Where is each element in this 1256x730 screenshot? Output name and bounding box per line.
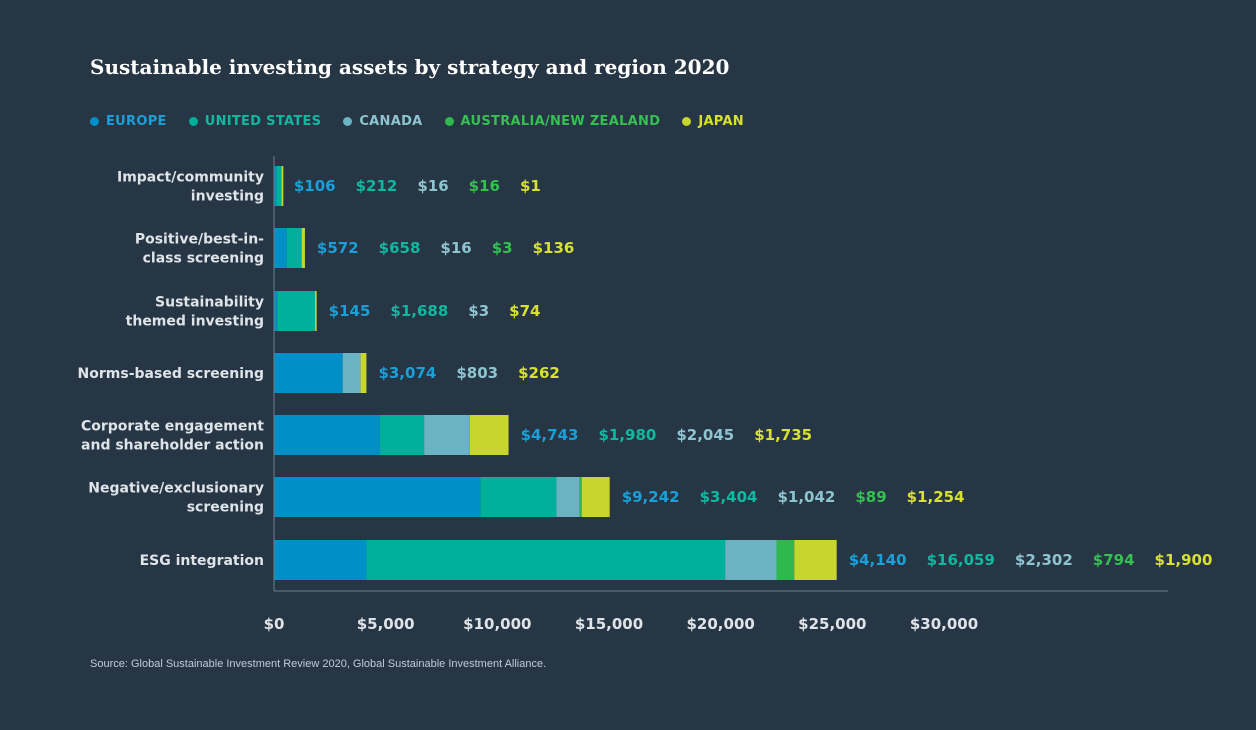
bar-segment-australia-new-zealand-5 [579, 477, 582, 517]
value-label-japan-1: $136 [533, 239, 575, 257]
x-tick-label-5: $25,000 [798, 615, 866, 633]
legend-dot-japan [682, 117, 692, 126]
legend-item-europe: EUROPE [90, 114, 167, 129]
legend-item-canada: CANADA [343, 114, 422, 129]
bar-segment-japan-5 [581, 477, 610, 517]
x-tick-label-1: $5,000 [357, 615, 415, 633]
bar-segment-japan-4 [469, 415, 509, 455]
bar-segment-japan-2 [315, 291, 317, 331]
legend-item-japan: JAPAN [682, 114, 744, 129]
value-label-canada-0: $16 [417, 177, 448, 195]
bar-segment-europe-2 [274, 291, 278, 331]
value-label-canada-2: $3 [468, 302, 489, 320]
value-label-japan-2: $74 [509, 302, 540, 320]
category-label-4: Corporate engagement and shareholder acti… [81, 419, 264, 454]
bar-segment-united-states-5 [480, 477, 557, 517]
legend-dot-canada [343, 117, 353, 126]
legend-item-united-states: UNITED STATES [188, 114, 322, 129]
category-label-5: Negative/exclusionary screening [88, 481, 264, 516]
legend-item-australia-new-zealand: AUSTRALIA/NEW ZEALAND [444, 114, 661, 129]
bar-segment-europe-4 [274, 415, 380, 455]
legend-label-australia-new-zealand: AUSTRALIA/NEW ZEALAND [460, 114, 661, 129]
legend-label-japan: JAPAN [698, 114, 744, 129]
category-label-2: Sustainability themed investing [126, 295, 264, 330]
x-tick-label-0: $0 [264, 615, 285, 633]
bar-segment-canada-3 [342, 353, 361, 393]
value-label-australia-new-zealand-1: $3 [492, 239, 513, 257]
bar-segment-canada-5 [556, 477, 580, 517]
value-label-united-states-6: $16,059 [927, 551, 995, 569]
legend-dot-united-states [188, 117, 198, 126]
value-label-europe-1: $572 [317, 239, 359, 257]
value-label-canada-4: $2,045 [676, 426, 734, 444]
bar-segment-europe-0 [274, 166, 277, 206]
bar-segment-europe-6 [274, 540, 367, 580]
value-label-europe-4: $4,743 [521, 426, 579, 444]
value-label-europe-6: $4,140 [849, 551, 907, 569]
bar-segment-united-states-2 [277, 291, 315, 331]
x-tick-label-6: $30,000 [910, 615, 978, 633]
value-label-united-states-2: $1,688 [390, 302, 448, 320]
value-label-united-states-5: $3,404 [700, 488, 758, 506]
value-label-canada-3: $803 [456, 364, 498, 382]
bar-segment-united-states-4 [379, 415, 425, 455]
value-label-australia-new-zealand-5: $89 [855, 488, 886, 506]
value-label-europe-5: $9,242 [622, 488, 680, 506]
x-tick-label-3: $15,000 [575, 615, 643, 633]
value-label-canada-5: $1,042 [777, 488, 835, 506]
x-tick-label-4: $20,000 [687, 615, 755, 633]
category-label-1: Positive/best-in-class screening [135, 232, 264, 267]
bar-segment-united-states-1 [286, 228, 302, 268]
value-label-japan-0: $1 [520, 177, 541, 195]
bar-segment-canada-4 [424, 415, 470, 455]
value-label-australia-new-zealand-0: $16 [469, 177, 500, 195]
legend-label-united-states: UNITED STATES [204, 114, 322, 129]
bar-segment-japan-1 [301, 228, 305, 268]
category-label-0: Impact/community investing [117, 170, 264, 205]
category-label-6: ESG integration [140, 553, 264, 569]
category-label-3: Norms-based screening [78, 366, 264, 382]
bar-segment-united-states-6 [366, 540, 726, 580]
value-label-japan-5: $1,254 [907, 488, 965, 506]
value-label-japan-4: $1,735 [754, 426, 812, 444]
bar-segment-europe-3 [274, 353, 343, 393]
value-label-united-states-0: $212 [356, 177, 398, 195]
value-label-europe-0: $106 [294, 177, 336, 195]
bar-segment-japan-6 [794, 540, 837, 580]
bar-segment-europe-1 [274, 228, 287, 268]
value-label-united-states-1: $658 [379, 239, 421, 257]
value-label-europe-3: $3,074 [378, 364, 436, 382]
legend-label-canada: CANADA [359, 114, 423, 129]
value-label-europe-2: $145 [329, 302, 371, 320]
legend-label-europe: EUROPE [106, 114, 167, 129]
value-label-japan-6: $1,900 [1155, 551, 1213, 569]
bar-segment-japan-0 [281, 166, 284, 206]
bar-segment-canada-6 [725, 540, 777, 580]
chart-title: Sustainable investing assets by strategy… [90, 55, 730, 79]
value-label-japan-3: $262 [518, 364, 560, 382]
value-label-canada-1: $16 [440, 239, 471, 257]
legend-dot-europe [90, 117, 99, 126]
value-label-united-states-4: $1,980 [598, 426, 656, 444]
source-note: Source: Global Sustainable Investment Re… [90, 658, 547, 670]
value-label-australia-new-zealand-6: $794 [1093, 551, 1135, 569]
legend: EUROPE UNITED STATES CANADA AUSTRALIA/NE… [90, 114, 744, 129]
value-label-canada-6: $2,302 [1015, 551, 1073, 569]
bar-segment-united-states-0 [276, 166, 282, 206]
x-tick-label-2: $10,000 [463, 615, 531, 633]
bar-segment-japan-3 [360, 353, 367, 393]
bar-segment-europe-5 [274, 477, 481, 517]
bar-segment-australia-new-zealand-6 [776, 540, 795, 580]
legend-dot-australia-new-zealand [444, 117, 454, 126]
